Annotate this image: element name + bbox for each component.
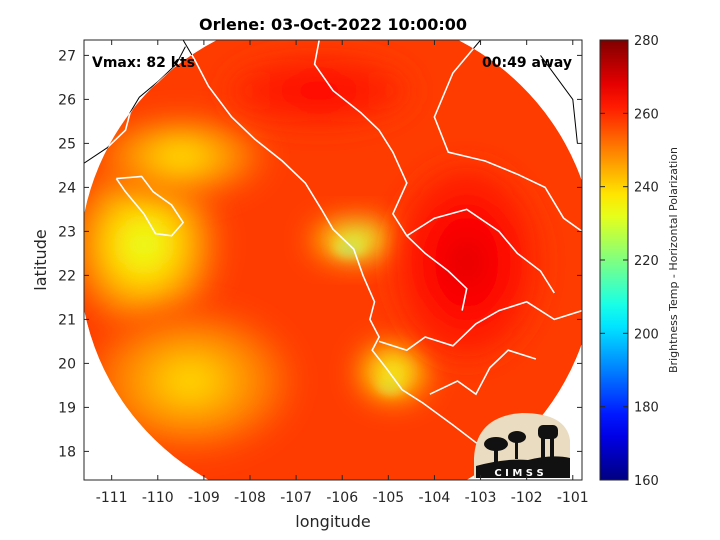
colorbar-tick-label: 220 [634,254,659,269]
x-tick-label: -101 [557,490,589,506]
y-tick-label: 23 [58,224,76,240]
y-tick-label: 20 [58,356,76,372]
colorbar-label: Brightness Temp - Horizontal Polarizatio… [667,147,680,373]
feature-cold-land-east [392,165,541,359]
x-tick-label: -107 [280,490,312,506]
coastline-inside [406,208,555,294]
feature-contour [344,234,368,246]
feature-cold-land-north [226,55,412,126]
coastline-inside [313,40,468,311]
feature-contour [448,238,486,287]
feature-contour [160,146,202,167]
y-tick-label: 22 [58,268,76,284]
coastline-inside [429,349,537,396]
x-tick-label: -108 [234,490,266,506]
feature-sea-northwest [97,117,264,197]
plot-area: C I M S S Vmax: 82 kts 00:49 away [84,40,582,480]
y-axis-label: latitude [31,229,50,290]
x-tick-label: -104 [419,490,451,506]
feature-contour [125,223,163,266]
feature-band-south-wide [356,341,430,404]
x-tick-label: -106 [326,490,358,506]
x-tick-label: -110 [142,490,174,506]
feature-sea-west [84,161,218,329]
y-tick-label: 27 [58,48,76,64]
y-tick-label: 18 [58,444,76,460]
y-tick-label: 24 [58,180,76,196]
colorbar-tick-label: 180 [634,401,659,416]
coastline-inside [115,175,185,237]
chart-title: Orlene: 03-Oct-2022 10:00:00 [199,15,467,34]
y-tick-label: 19 [58,400,76,416]
coastline-outside [540,55,578,144]
cimss-logo: C I M S S [474,413,570,479]
x-tick-label: -103 [465,490,497,506]
x-tick-label: -102 [511,490,543,506]
vmax-annotation: Vmax: 82 kts [92,55,195,71]
coastline-inside [182,40,514,457]
y-tick-label: 21 [58,312,76,328]
x-tick-label: -105 [372,490,404,506]
logo-text: C I M S S [494,468,543,479]
plot-frame [83,39,583,481]
coastline-inside [433,40,582,233]
colorbar-tick-label: 240 [634,181,659,196]
colorbar-ticks: 160 180 200 220 240 260 280 [600,34,659,489]
colorbar: 160 180 200 220 240 260 280 Brightness Temp - … [599,34,680,489]
feature-contour [383,364,403,380]
colorbar-tick-label: 160 [634,474,659,489]
x-axis-label: longitude [295,512,370,531]
colorbar-tick-label: 280 [634,34,659,49]
feature-contour [164,363,216,399]
y-axis: 18 19 20 21 22 23 24 25 26 27 [58,48,582,460]
x-tick-label: -111 [96,490,128,506]
time-away-annotation: 00:49 away [482,55,572,71]
x-axis: -111 -110 -109 -108 -107 -106 -105 -104 -103 -102… [96,40,589,506]
feature-sea-southwest [88,310,292,452]
feature-contour [296,81,343,100]
y-tick-label: 25 [58,136,76,152]
colorbar-tick-label: 200 [634,327,659,342]
coastline-inside [378,300,582,352]
y-tick-label: 26 [58,92,76,108]
colorbar-tick-label: 260 [634,107,659,122]
x-tick-label: -109 [188,490,220,506]
